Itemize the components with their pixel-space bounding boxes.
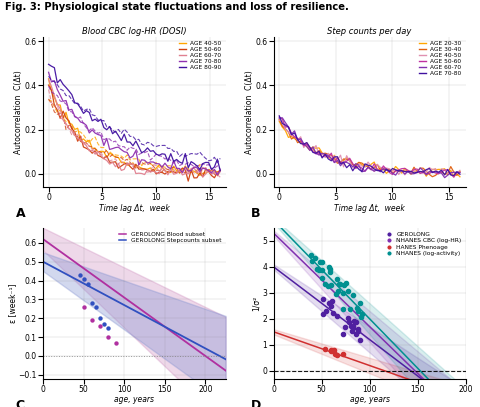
Point <box>325 264 333 271</box>
Point <box>346 319 353 326</box>
Point <box>352 319 360 325</box>
Point <box>318 274 326 281</box>
Point <box>356 337 364 343</box>
Point <box>355 308 362 315</box>
Point <box>88 300 96 306</box>
Y-axis label: Autocorrelation  C(Δt): Autocorrelation C(Δt) <box>245 70 254 154</box>
Point <box>321 346 329 352</box>
Point <box>313 265 321 272</box>
Point <box>358 313 365 320</box>
Point <box>339 331 347 337</box>
Text: D: D <box>251 398 261 407</box>
Legend: GEROLONG Blood subset, GEROLONG Stepcounts subset: GEROLONG Blood subset, GEROLONG Stepcoun… <box>118 231 223 245</box>
Point <box>341 324 349 330</box>
Point <box>327 347 335 353</box>
Text: B: B <box>251 207 260 220</box>
Point <box>332 291 339 298</box>
Point <box>353 305 360 311</box>
Point <box>112 339 120 346</box>
Point <box>354 326 361 333</box>
X-axis label: Time lag Δt,  week: Time lag Δt, week <box>334 204 405 213</box>
Point <box>84 281 92 288</box>
Point <box>104 324 112 331</box>
Point <box>352 330 360 337</box>
Point <box>319 259 326 266</box>
Point <box>340 305 348 312</box>
Point <box>104 334 112 340</box>
Y-axis label: ε [week⁻¹]: ε [week⁻¹] <box>8 283 17 323</box>
Legend: AGE 40-50, AGE 50-60, AGE 60-70, AGE 70-80, AGE 80-90: AGE 40-50, AGE 50-60, AGE 60-70, AGE 70-… <box>178 39 223 71</box>
Text: C: C <box>16 398 25 407</box>
X-axis label: Time lag Δt,  week: Time lag Δt, week <box>99 204 170 213</box>
Point <box>328 298 336 304</box>
Point <box>96 315 104 322</box>
Point <box>325 300 333 306</box>
Point <box>330 347 337 353</box>
Point <box>342 280 349 287</box>
Point <box>327 303 335 309</box>
Point <box>351 317 359 324</box>
Point <box>356 300 364 306</box>
Point <box>321 281 329 287</box>
Point <box>331 350 338 357</box>
Point <box>319 296 327 303</box>
Point <box>76 272 84 278</box>
Point <box>326 269 334 276</box>
Point <box>346 306 354 313</box>
Point <box>80 276 87 282</box>
Text: Fig. 3: Physiological state fluctuations and loss of resilience.: Fig. 3: Physiological state fluctuations… <box>5 2 348 12</box>
Point <box>327 348 335 354</box>
Point <box>349 323 357 330</box>
Point <box>80 304 87 310</box>
Point <box>347 322 354 329</box>
Point <box>326 265 334 272</box>
Point <box>319 311 327 317</box>
Point <box>88 317 96 324</box>
Title: Blood CBC log-HR (DOSI): Blood CBC log-HR (DOSI) <box>82 27 187 36</box>
Point <box>96 322 104 329</box>
Point <box>348 328 356 335</box>
Point <box>354 327 361 334</box>
Point <box>333 276 341 282</box>
Point <box>341 282 348 288</box>
Point <box>92 304 100 310</box>
Title: Step counts per day: Step counts per day <box>327 27 412 36</box>
Point <box>339 290 347 297</box>
Point <box>308 258 315 265</box>
Text: A: A <box>16 207 25 220</box>
Point <box>324 282 332 289</box>
Point <box>349 292 357 298</box>
Point <box>358 311 365 317</box>
Y-axis label: 1/σ²: 1/σ² <box>252 295 261 311</box>
Point <box>344 315 352 321</box>
X-axis label: age, years: age, years <box>114 395 155 404</box>
Point <box>329 309 336 316</box>
Point <box>339 350 347 357</box>
Point <box>311 254 319 261</box>
Legend: AGE 20-30, AGE 30-40, AGE 40-50, AGE 50-60, AGE 60-70, AGE 70-80: AGE 20-30, AGE 30-40, AGE 40-50, AGE 50-… <box>418 39 463 77</box>
Legend: GEROLONG, NHANES CBC (log-HR), HANES Phenoage, NHANES (log-activity): GEROLONG, NHANES CBC (log-HR), HANES Phe… <box>386 231 463 257</box>
Point <box>349 324 357 331</box>
Point <box>318 267 326 274</box>
Point <box>100 321 108 327</box>
Point <box>315 267 323 274</box>
Point <box>344 288 352 294</box>
Point <box>323 308 330 314</box>
Point <box>333 352 340 358</box>
Point <box>335 288 342 295</box>
Y-axis label: Autocorrelation  C(Δt): Autocorrelation C(Δt) <box>14 70 24 154</box>
Point <box>316 259 324 265</box>
Point <box>333 312 341 319</box>
Point <box>308 251 315 258</box>
Point <box>335 281 343 287</box>
X-axis label: age, years: age, years <box>349 395 390 404</box>
Point <box>327 282 335 289</box>
Point <box>336 281 344 287</box>
